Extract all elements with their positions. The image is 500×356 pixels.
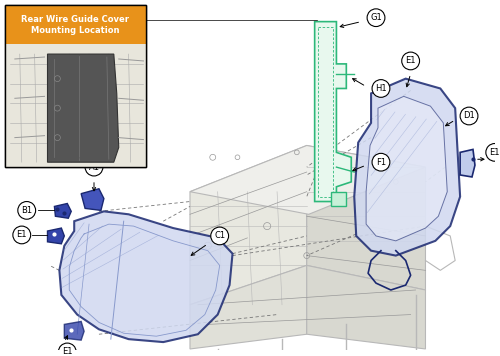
Text: Back of Unit: Back of Unit [56, 157, 94, 162]
Polygon shape [81, 189, 104, 210]
Text: A1: A1 [88, 163, 100, 172]
Text: E1: E1 [490, 148, 500, 157]
Circle shape [85, 158, 103, 176]
Polygon shape [314, 22, 352, 201]
Text: Rear Wire Guide Cover
Mounting Location: Rear Wire Guide Cover Mounting Location [21, 15, 129, 35]
Polygon shape [190, 146, 306, 305]
Text: E1: E1 [406, 57, 416, 66]
Polygon shape [332, 192, 346, 206]
Polygon shape [60, 211, 233, 342]
Circle shape [13, 226, 30, 244]
Text: E1: E1 [16, 230, 27, 240]
Circle shape [372, 153, 390, 171]
Polygon shape [64, 321, 84, 340]
Polygon shape [306, 146, 426, 290]
Text: B1: B1 [21, 206, 32, 215]
Bar [5, 5, 146, 167]
Polygon shape [354, 79, 460, 256]
Circle shape [486, 143, 500, 161]
Polygon shape [48, 228, 64, 244]
Circle shape [372, 80, 390, 97]
Polygon shape [366, 96, 448, 241]
Text: H1: H1 [375, 84, 387, 93]
Polygon shape [190, 266, 306, 349]
Polygon shape [306, 266, 426, 349]
Polygon shape [190, 146, 426, 214]
Circle shape [58, 343, 76, 356]
Circle shape [367, 9, 385, 27]
Polygon shape [460, 150, 475, 177]
Circle shape [460, 107, 478, 125]
Bar [5, 5, 146, 167]
Text: D1: D1 [463, 111, 475, 120]
Bar [5, 44, 146, 167]
Bar [5, 5, 146, 44]
Circle shape [211, 227, 228, 245]
Text: G1: G1 [370, 13, 382, 22]
Polygon shape [54, 204, 71, 218]
Text: E1: E1 [62, 347, 72, 356]
Circle shape [18, 201, 36, 219]
Text: C1: C1 [214, 231, 225, 240]
Circle shape [402, 52, 419, 70]
Text: F1: F1 [376, 158, 386, 167]
Polygon shape [48, 54, 118, 162]
